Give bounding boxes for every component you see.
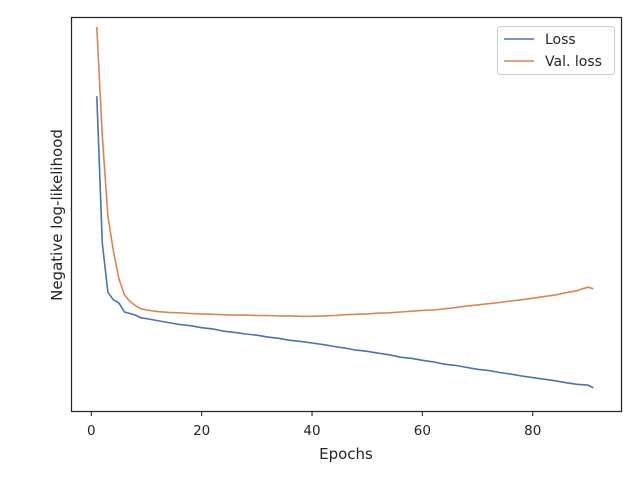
legend-label-loss: Loss <box>545 32 576 48</box>
series-line-val-loss <box>96 26 594 318</box>
x-axis-ticks: 0 20 40 60 80 <box>87 411 541 439</box>
x-axis-label: Epochs <box>319 445 373 463</box>
series-layer <box>96 26 594 389</box>
x-tick-label: 80 <box>524 423 541 439</box>
x-tick-label: 40 <box>303 423 320 439</box>
legend-label-val-loss: Val. loss <box>545 54 602 70</box>
x-tick-label: 60 <box>414 423 431 439</box>
x-tick-label: 20 <box>193 423 210 439</box>
y-axis-label: Negative log-likelihood <box>48 129 66 301</box>
series-line-loss <box>96 96 594 389</box>
plot-frame <box>70 16 623 413</box>
legend: Loss Val. loss <box>497 26 615 75</box>
x-tick-label: 0 <box>87 423 96 439</box>
